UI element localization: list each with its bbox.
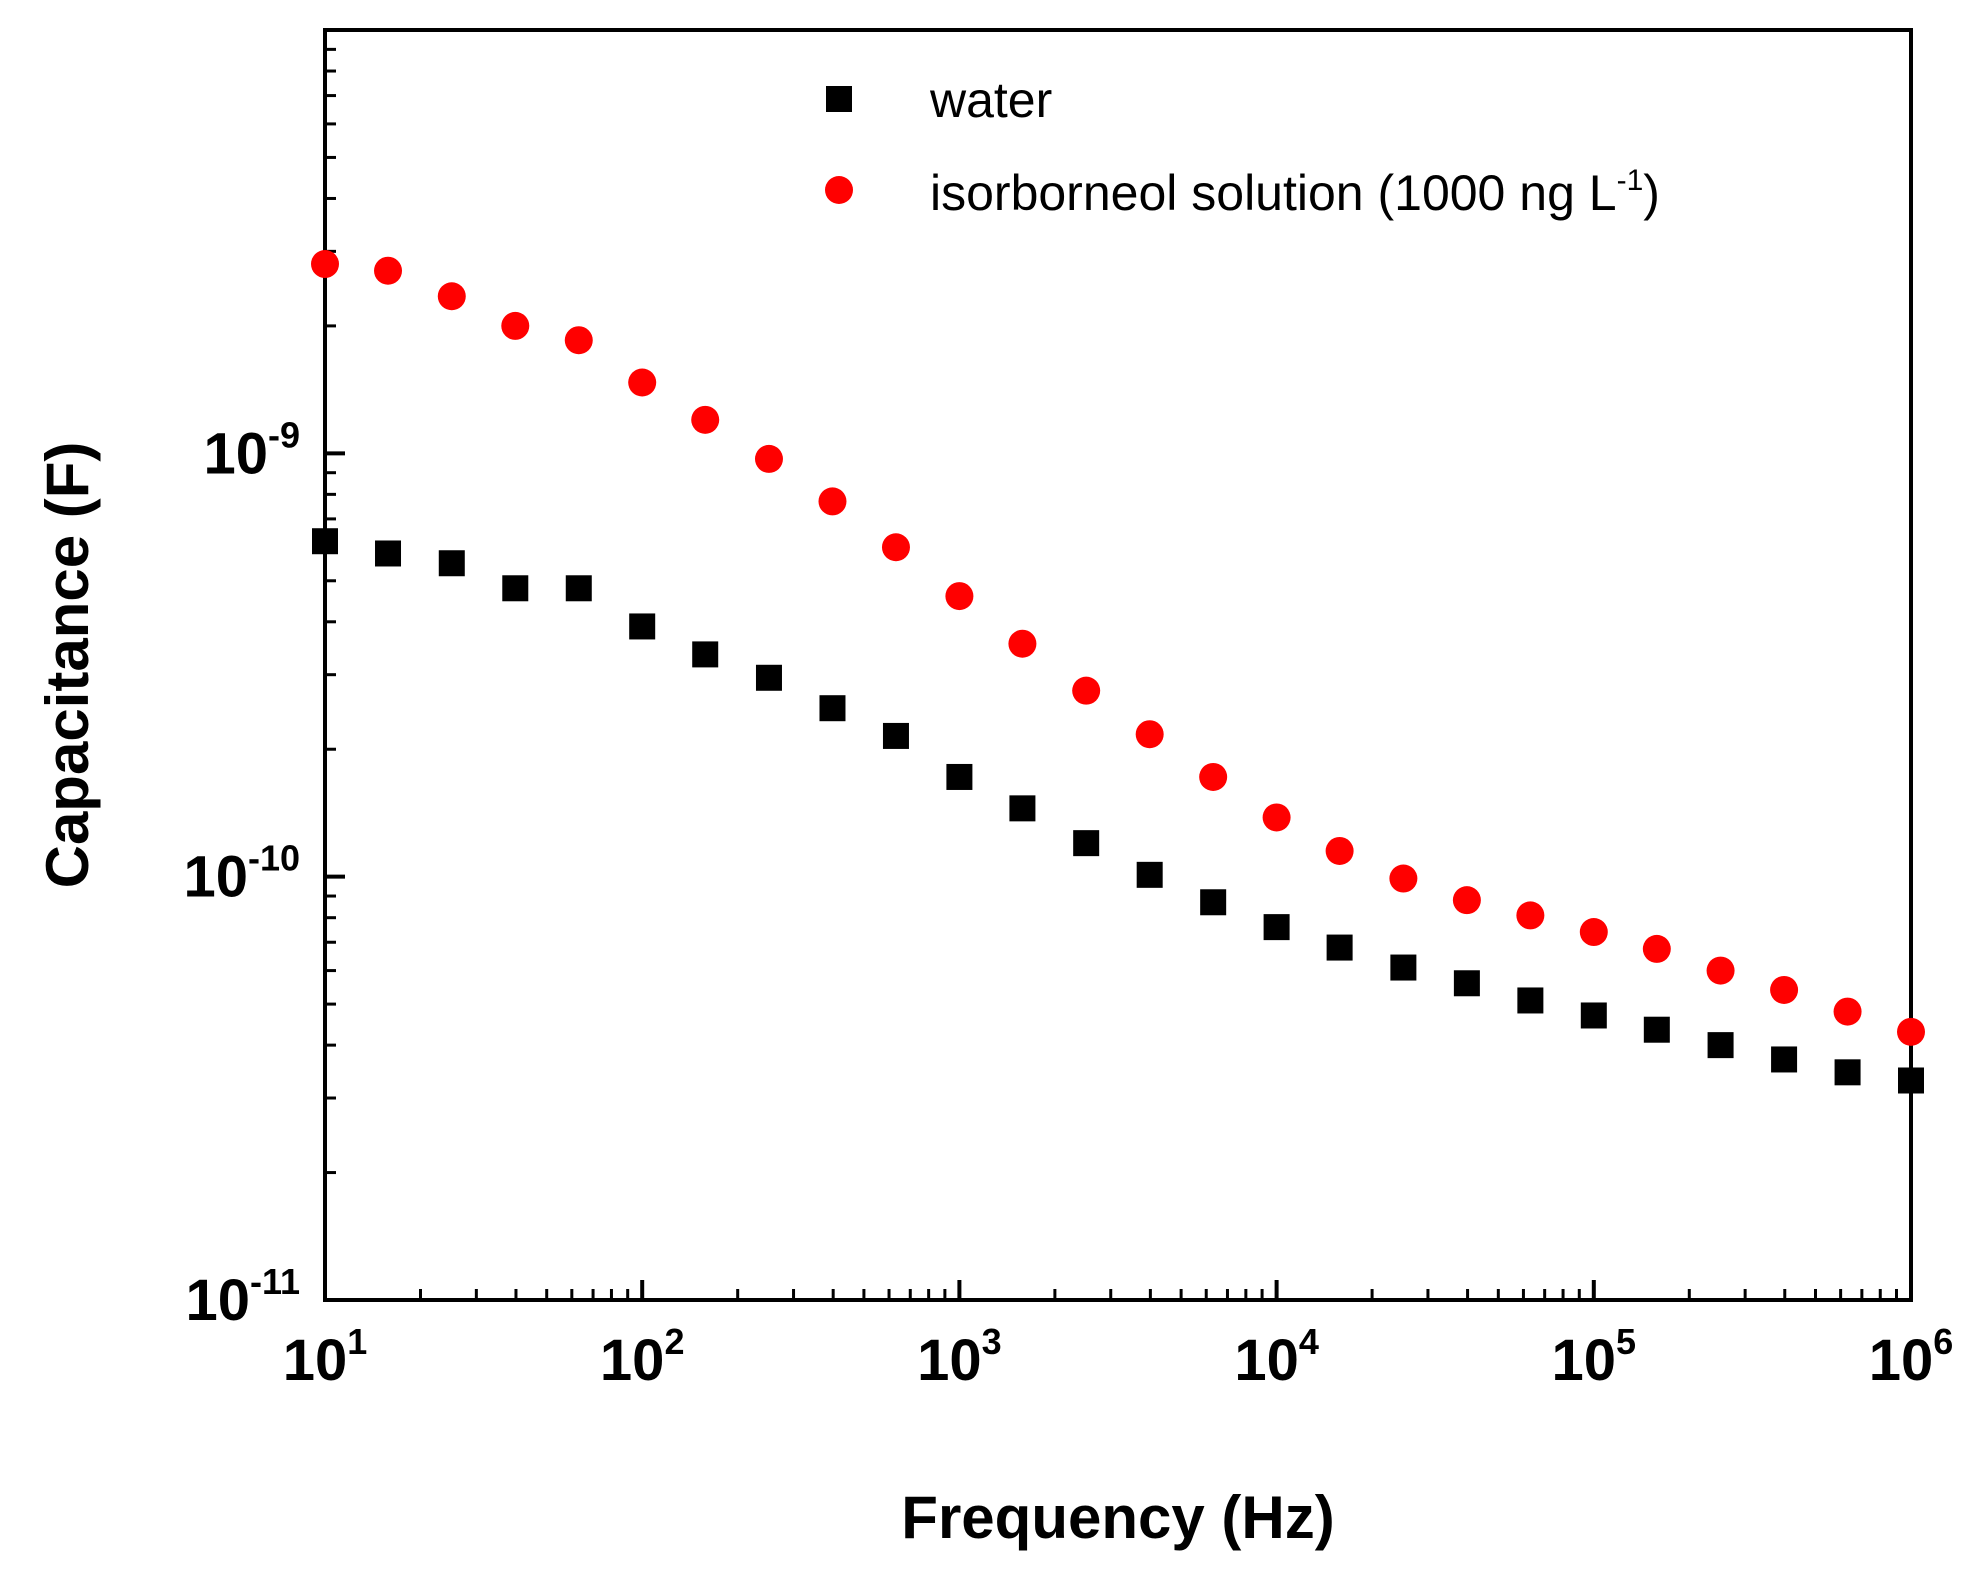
- water-point: [1073, 830, 1100, 857]
- isorborneol-point: [1833, 997, 1862, 1026]
- isorborneol-point: [1135, 720, 1164, 749]
- water-point: [1771, 1046, 1798, 1073]
- isorborneol-point: [564, 326, 593, 355]
- water-point: [312, 528, 338, 555]
- water-point: [1326, 934, 1353, 961]
- isorborneol-point: [1897, 1017, 1925, 1046]
- axis-ticks: [323, 28, 1913, 1302]
- isorborneol-point: [437, 282, 466, 311]
- legend-label-suffix: ): [1643, 165, 1660, 221]
- isorborneol-point: [1452, 886, 1481, 915]
- y-tick-label: 10-10: [183, 838, 300, 910]
- x-tick-label: 102: [600, 1321, 685, 1393]
- isorborneol-point: [881, 533, 910, 562]
- x-tick-label: 106: [1869, 1321, 1954, 1393]
- isorborneol-point: [1008, 629, 1037, 658]
- water-point: [629, 613, 656, 640]
- isorborneol-point: [628, 368, 657, 397]
- water-point: [1136, 861, 1163, 888]
- isorborneol-point: [1516, 901, 1545, 930]
- isorborneol-point: [754, 444, 783, 473]
- legend-label-water: water: [929, 72, 1052, 128]
- water-point: [1707, 1032, 1734, 1059]
- water-point: [1580, 1002, 1607, 1029]
- water-point: [1263, 914, 1290, 941]
- isorborneol-point: [374, 256, 403, 285]
- water-point: [882, 722, 909, 749]
- x-tick-label: 103: [917, 1321, 1002, 1393]
- isorborneol-point: [691, 405, 720, 434]
- water-point: [1453, 970, 1480, 997]
- legend-label-isorborneol: isorborneol solution (1000 ng L-1): [930, 164, 1660, 221]
- water-point: [946, 763, 973, 790]
- isorborneol-point: [501, 311, 530, 340]
- isorborneol-point: [1770, 975, 1799, 1004]
- legend: water isorborneol solution (1000 ng L-1): [825, 72, 1660, 221]
- legend-marker-isorborneol: [825, 176, 853, 204]
- data-marks: [311, 250, 1925, 1094]
- x-axis-label: Frequency (Hz): [901, 1484, 1334, 1551]
- water-point: [819, 695, 846, 722]
- isorborneol-point: [1389, 864, 1418, 893]
- water-point: [692, 641, 719, 668]
- tick-labels: 101 102 103 104 105 106 10-11 10-10 10-9: [183, 414, 1953, 1393]
- water-point: [755, 664, 782, 691]
- water-point: [375, 540, 402, 567]
- water-point: [502, 575, 529, 602]
- water-point: [1898, 1067, 1924, 1094]
- x-tick-label: 104: [1234, 1321, 1319, 1393]
- y-tick-label: 10-11: [185, 1261, 300, 1333]
- water-point: [565, 575, 592, 602]
- water-point: [1834, 1059, 1861, 1086]
- isorborneol-point: [1199, 762, 1228, 791]
- water-point: [438, 550, 465, 577]
- water-point: [1009, 795, 1036, 822]
- isorborneol-point: [1262, 803, 1291, 832]
- plot-frame: [323, 28, 1913, 1302]
- isorborneol-point: [1072, 676, 1101, 705]
- water-point: [1643, 1016, 1670, 1043]
- x-tick-label: 101: [283, 1321, 368, 1393]
- y-axis-label: Capacitance (F): [34, 442, 101, 889]
- isorborneol-point: [1579, 918, 1608, 947]
- legend-marker-water: [826, 86, 852, 112]
- x-tick-label: 105: [1552, 1321, 1637, 1393]
- isorborneol-point: [818, 487, 847, 516]
- water-point: [1390, 954, 1417, 981]
- water-point: [1200, 889, 1227, 916]
- isorborneol-point: [1706, 956, 1735, 985]
- isorborneol-point: [1642, 934, 1671, 963]
- legend-label-exponent: -1: [1617, 164, 1644, 197]
- isorborneol-point: [1325, 836, 1354, 865]
- y-tick-label: 10-9: [203, 414, 300, 486]
- isorborneol-point: [945, 582, 974, 611]
- isorborneol-point: [311, 250, 339, 279]
- water-point: [1517, 987, 1544, 1014]
